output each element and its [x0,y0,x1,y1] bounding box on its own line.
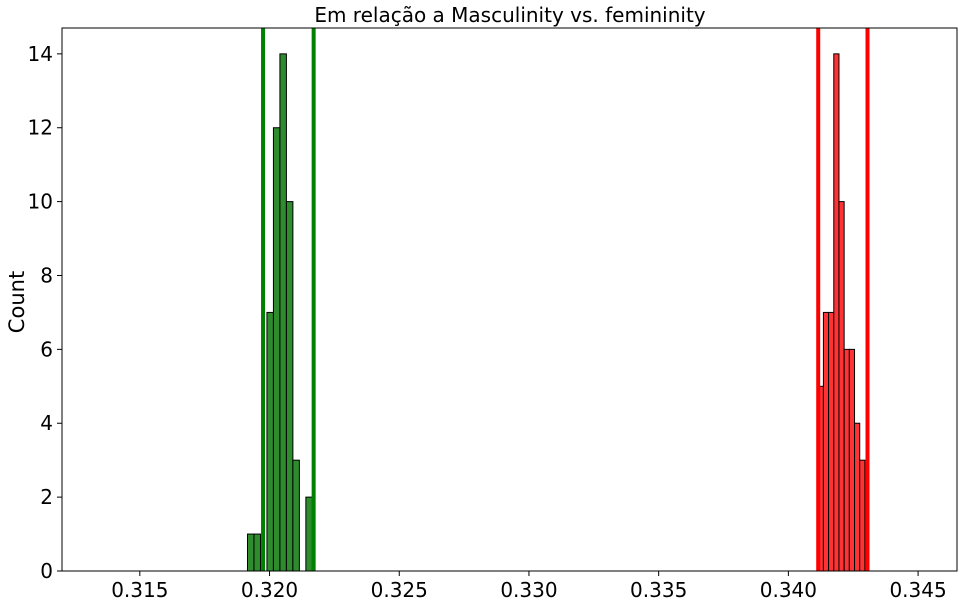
histogram-bar [246,533,255,572]
histogram-bar [843,348,850,572]
histogram-bar [822,311,830,572]
chart-title: Em relação a Masculinity vs. femininity [314,3,705,27]
histogram-bar [285,201,294,572]
x-tick-label: 0.320 [241,578,298,602]
histogram-bar [305,496,313,572]
y-axis-ticks: 0 2 4 6 8 10 12 14 [28,42,62,583]
y-tick-label: 8 [40,263,53,287]
histogram-bar [859,459,866,572]
x-tick-label: 0.315 [111,578,168,602]
histogram-bar [854,422,861,572]
x-tick-label: 0.335 [630,578,687,602]
histogram-bar [292,459,300,572]
histogram-bar [279,53,287,572]
y-tick-label: 2 [40,485,53,509]
x-axis-ticks: 0.315 0.320 0.325 0.330 0.335 0.340 0.345 [111,571,947,602]
histogram-bar [848,348,856,572]
histogram-bar [253,533,261,572]
x-tick-label: 0.325 [371,578,428,602]
y-tick-label: 4 [40,411,53,435]
axes [61,27,958,572]
y-tick-label: 10 [28,190,53,214]
y-axis-label: Count [5,271,29,333]
y-tick-label: 6 [40,337,53,361]
histogram-bar [828,311,835,572]
y-tick-label: 12 [28,116,53,140]
y-tick-label: 14 [28,42,53,66]
histogram-bar [266,311,274,572]
plot-frame [61,27,958,572]
histogram-bar [838,201,845,572]
x-tick-label: 0.345 [889,578,946,602]
histogram-bar [833,53,840,572]
x-tick-label: 0.340 [760,578,817,602]
histogram-bar [272,127,281,572]
x-tick-label: 0.330 [500,578,557,602]
y-tick-label: 0 [40,559,53,583]
reference-lines [261,28,870,571]
